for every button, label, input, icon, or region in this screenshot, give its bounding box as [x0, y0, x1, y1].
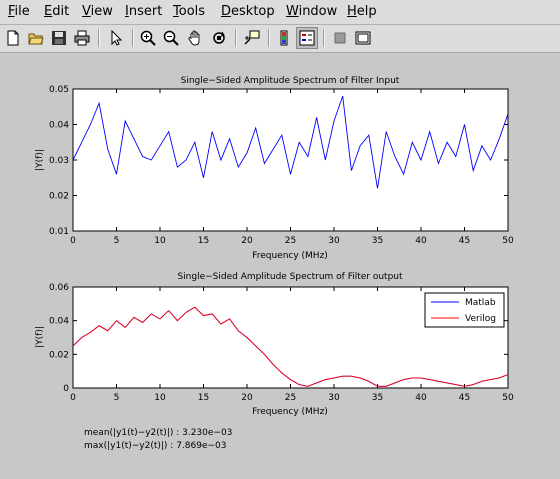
show-plot-tools-icon[interactable]	[352, 27, 374, 49]
x-tick-label: 50	[502, 236, 514, 246]
x-tick-label: 25	[285, 236, 296, 246]
y-tick-label: 0.02	[49, 192, 69, 202]
x-tick-label: 25	[285, 393, 296, 403]
input-y-axis-label: |Y(f)|	[35, 149, 45, 171]
x-tick-label: 35	[372, 393, 383, 403]
y-tick-label: 0.02	[49, 350, 69, 360]
y-tick-label: 0.04	[49, 317, 69, 327]
x-tick-label: 40	[415, 236, 427, 246]
open-file-icon[interactable]	[25, 27, 47, 49]
x-tick-label: 30	[328, 393, 340, 403]
y-tick-label: 0.03	[49, 156, 69, 166]
x-tick-label: 20	[241, 236, 253, 246]
input-series-line	[72, 95, 509, 189]
x-tick-label: 45	[459, 393, 470, 403]
x-tick-label: 0	[70, 236, 76, 246]
menu-help[interactable]: Help	[347, 4, 377, 19]
legend[interactable]: Matlab Verilog	[424, 292, 505, 328]
figure-toolbar	[0, 25, 560, 53]
verilog-series-line	[72, 306, 509, 387]
menu-tools[interactable]: Tools	[173, 4, 206, 19]
menu-window[interactable]: Window	[286, 4, 338, 19]
save-icon[interactable]	[48, 27, 70, 49]
data-cursor-icon[interactable]	[241, 27, 263, 49]
figure-plots: Single−Sided Amplitude Spectrum of Filte…	[35, 76, 514, 417]
print-icon[interactable]	[71, 27, 93, 49]
max-difference-text: max(|y1(t)−y2(t)|) : 7.869e−03	[84, 441, 227, 451]
input-plot-title: Single−Sided Amplitude Spectrum of Filte…	[181, 76, 400, 86]
x-tick-label: 0	[70, 393, 76, 403]
x-tick-label: 15	[198, 393, 209, 403]
pan-hand-icon[interactable]	[184, 27, 206, 49]
y-tick-label: 0.01	[49, 227, 69, 237]
legend-icon[interactable]	[296, 27, 318, 49]
output-plot-title: Single−Sided Amplitude Spectrum of Filte…	[177, 272, 403, 282]
rotate-3d-icon[interactable]	[208, 27, 230, 49]
menu-edit[interactable]: Edit	[44, 4, 70, 19]
mean-difference-text: mean(|y1(t)−y2(t)|) : 3.230e−03	[84, 428, 233, 438]
menu-desktop[interactable]: Desktop	[221, 4, 275, 19]
x-tick-label: 50	[502, 393, 514, 403]
legend-verilog-label: Verilog	[465, 314, 496, 324]
x-tick-label: 5	[114, 236, 120, 246]
x-tick-label: 20	[241, 393, 253, 403]
figure-canvas: Single−Sided Amplitude Spectrum of Filte…	[0, 53, 560, 475]
x-tick-label: 5	[114, 393, 120, 403]
colorbar-icon[interactable]	[273, 27, 295, 49]
zoom-out-icon[interactable]	[160, 27, 182, 49]
hide-plot-tools-icon[interactable]	[329, 27, 351, 49]
y-tick-label: 0.06	[49, 283, 69, 293]
x-tick-label: 30	[328, 236, 340, 246]
zoom-in-icon[interactable]	[137, 27, 159, 49]
select-arrow-icon[interactable]	[105, 27, 127, 49]
x-tick-label: 10	[154, 236, 166, 246]
x-tick-label: 10	[154, 393, 166, 403]
new-figure-icon[interactable]	[2, 27, 24, 49]
x-tick-label: 40	[415, 393, 427, 403]
y-tick-label: 0.05	[49, 85, 69, 95]
y-tick-label: 0.04	[49, 121, 69, 131]
x-tick-label: 35	[372, 236, 383, 246]
input-x-axis-label: Frequency (MHz)	[252, 251, 328, 261]
menu-file[interactable]: File	[8, 4, 30, 19]
input-spectrum-axes[interactable]: Single−Sided Amplitude Spectrum of Filte…	[35, 76, 514, 261]
x-tick-label: 15	[198, 236, 209, 246]
output-spectrum-axes[interactable]: Single−Sided Amplitude Spectrum of Filte…	[35, 272, 514, 417]
output-y-axis-label: |Y(f)|	[35, 326, 45, 348]
menu-view[interactable]: View	[82, 4, 113, 19]
x-tick-label: 45	[459, 236, 470, 246]
output-x-axis-label: Frequency (MHz)	[252, 407, 328, 417]
menu-bar: File Edit View Insert Tools Desktop Wind…	[0, 0, 560, 25]
legend-matlab-label: Matlab	[465, 298, 496, 308]
y-tick-label: 0	[63, 384, 69, 394]
menu-insert[interactable]: Insert	[125, 4, 163, 19]
